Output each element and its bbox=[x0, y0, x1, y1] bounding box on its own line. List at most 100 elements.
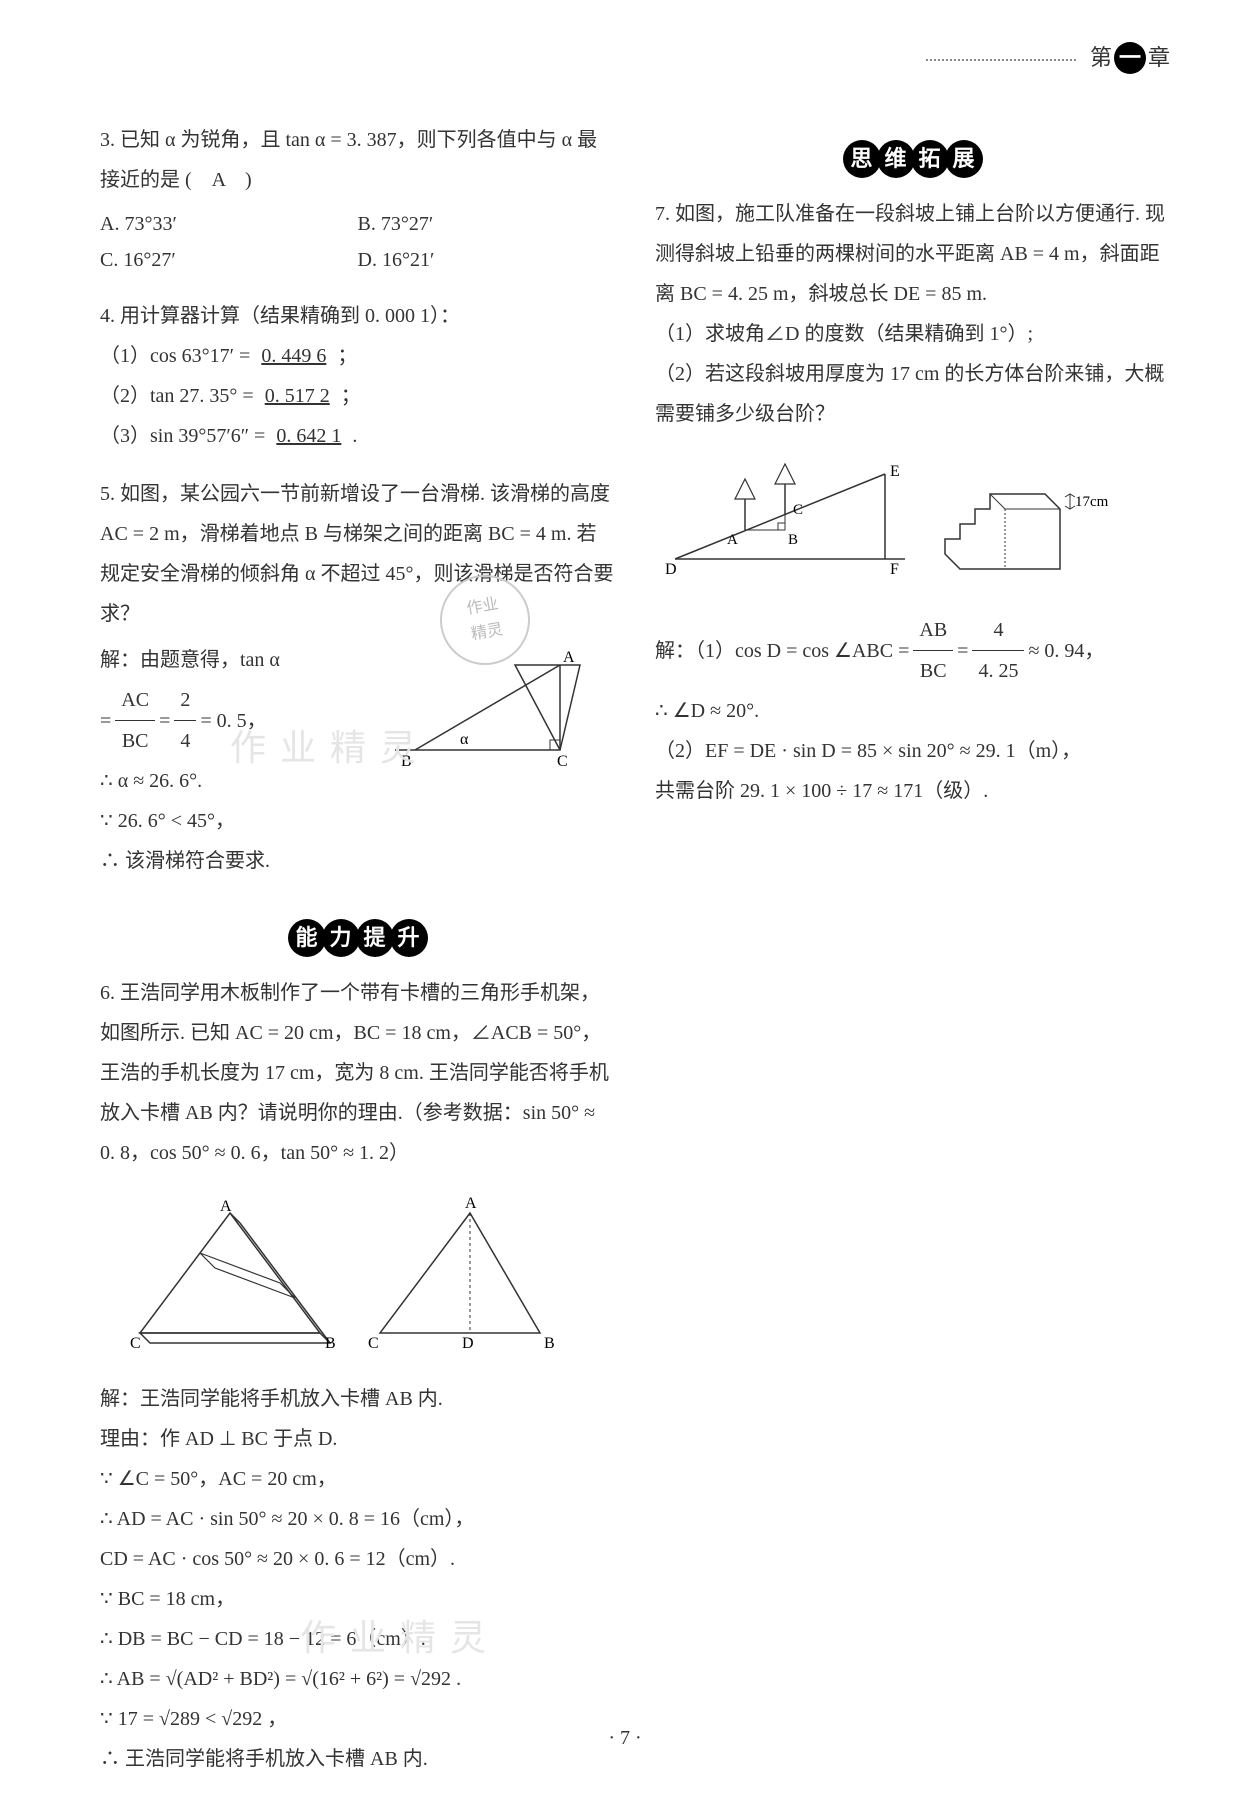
q3-opt-b: B. 73°27′ bbox=[358, 206, 616, 242]
q7-sol2-l1: （2）EF = DE · sin D = 85 × sin 20° ≈ 29. … bbox=[655, 731, 1170, 771]
q7-sol1c: ≈ 0. 94， bbox=[1028, 631, 1104, 671]
q7-label-a: A bbox=[727, 532, 738, 548]
q5-sol-2b: = bbox=[159, 701, 170, 741]
q6-sol-6: ∴ DB = BC − CD = 18 − 12 = 6（cm）. bbox=[100, 1619, 615, 1659]
section-expand: 思 维 拓 展 bbox=[655, 120, 1170, 194]
q4-3-ans: 0. 642 1 bbox=[270, 425, 347, 447]
page-number: · 7 · bbox=[608, 1727, 641, 1749]
q7-sol1-l2: ∴ ∠D ≈ 20°. bbox=[655, 691, 1170, 731]
q6-label-c: C bbox=[368, 1335, 379, 1352]
q5-label-c: C bbox=[557, 753, 568, 770]
left-column: 3. 已知 α 为锐角，且 tan α = 3. 387，则下列各值中与 α 最… bbox=[100, 120, 615, 1797]
q6-sol-4: CD = AC · cos 50° ≈ 20 × 0. 6 = 12（cm）. bbox=[100, 1539, 615, 1579]
section-ability: 能 力 提 升 bbox=[100, 899, 615, 973]
chapter-num-circle: 一 bbox=[1114, 42, 1146, 74]
q4-1-lhs: （1）cos 63°17′ = bbox=[100, 345, 250, 367]
q6-sol-1: 理由：作 AD ⊥ BC 于点 D. bbox=[100, 1419, 615, 1459]
svg-text:C: C bbox=[130, 1335, 141, 1352]
q3-opt-c: C. 16°27′ bbox=[100, 242, 358, 278]
q4-text: 用计算器计算（结果精确到 0. 000 1）： bbox=[120, 305, 460, 327]
q6-7c: = bbox=[285, 1668, 301, 1690]
badge2-c4: 展 bbox=[945, 140, 983, 178]
q5-sol-5: ∴ 该滑梯符合要求. bbox=[100, 841, 615, 881]
q7-part2: （2）若这段斜坡用厚度为 17 cm 的长方体台阶来铺，大概需要铺多少级台阶？ bbox=[655, 354, 1170, 434]
badge-c4: 升 bbox=[390, 919, 428, 957]
q4-num: 4. bbox=[100, 305, 115, 327]
q5-num: 5. bbox=[100, 483, 115, 505]
q7-label-e: E bbox=[890, 463, 900, 480]
question-6: 6. 王浩同学用木板制作了一个带有卡槽的三角形手机架，如图所示. 已知 AC =… bbox=[100, 973, 615, 1779]
q7-label-d: D bbox=[665, 561, 677, 578]
header-dots bbox=[926, 59, 1076, 61]
q6-label-d: D bbox=[462, 1335, 474, 1352]
q6-7b: √(AD² + BD²) bbox=[166, 1668, 280, 1690]
question-3: 3. 已知 α 为锐角，且 tan α = 3. 387，则下列各值中与 α 最… bbox=[100, 120, 615, 278]
q7-text: 如图，施工队准备在一段斜坡上铺上台阶以方便通行. 现测得斜坡上铅垂的两棵树间的水… bbox=[655, 203, 1165, 305]
q6-sol-2: ∵ ∠C = 50°，AC = 20 cm， bbox=[100, 1459, 615, 1499]
badge2-c2: 维 bbox=[877, 140, 915, 178]
q5-label-b: B bbox=[401, 753, 412, 770]
chapter-label: 第 一 章 bbox=[1090, 40, 1170, 75]
q7-17cm: 17cm bbox=[1075, 494, 1109, 510]
q6-sol-5: ∵ BC = 18 cm， bbox=[100, 1579, 615, 1619]
q7-label-c: C bbox=[793, 502, 803, 518]
q5-sol-4: ∵ 26. 6° < 45°， bbox=[100, 801, 615, 841]
q3-text: 已知 α 为锐角，且 tan α = 3. 387，则下列各值中与 α 最接近的… bbox=[100, 129, 597, 191]
chapter-prefix: 第 bbox=[1090, 40, 1112, 75]
q6-text: 王浩同学用木板制作了一个带有卡槽的三角形手机架，如图所示. 已知 AC = 20… bbox=[100, 982, 609, 1164]
q6-sol-3: ∴ AD = AC · sin 50° ≈ 20 × 0. 8 = 16（cm）… bbox=[100, 1499, 615, 1539]
q4-2-ans: 0. 517 2 bbox=[259, 385, 336, 407]
q7-part1: （1）求坡角∠D 的度数（结果精确到 1°）; bbox=[655, 314, 1170, 354]
q7-sol2-l2: 共需台阶 29. 1 × 100 ÷ 17 ≈ 171（级）. bbox=[655, 771, 1170, 811]
q7-sol1a: 解：（1）cos D = cos ∠ABC = bbox=[655, 631, 909, 671]
question-7: 7. 如图，施工队准备在一段斜坡上铺上台阶以方便通行. 现测得斜坡上铅垂的两棵树… bbox=[655, 194, 1170, 811]
q6-label-a: A bbox=[465, 1195, 477, 1212]
q4-2-lhs: （2）tan 27. 35° = bbox=[100, 385, 254, 407]
q5-diagram: A B C α bbox=[385, 650, 615, 770]
q4-1-end: ； bbox=[337, 345, 357, 367]
q5-text: 如图，某公园六一节前新增设了一台滑梯. 该滑梯的高度 AC = 2 m，滑梯着地… bbox=[100, 483, 613, 625]
q3-opt-a: A. 73°33′ bbox=[100, 206, 358, 242]
q6-7f: √292 bbox=[410, 1668, 451, 1690]
q5-label-a: A bbox=[563, 650, 575, 666]
q6-7g: . bbox=[456, 1668, 461, 1690]
page-header: 第 一 章 bbox=[926, 40, 1170, 75]
badge-c2: 力 bbox=[322, 919, 360, 957]
page-footer: · 7 · bbox=[0, 1722, 1250, 1754]
q3-num: 3. bbox=[100, 129, 115, 151]
q7-frac2: 4 4. 25 bbox=[972, 610, 1024, 691]
q6-num: 6. bbox=[100, 982, 115, 1004]
q5-sol-2c: = 0. 5， bbox=[200, 701, 266, 741]
chapter-suffix: 章 bbox=[1148, 40, 1170, 75]
q5-frac1: AC BC bbox=[115, 680, 155, 761]
q6-7a: ∴ AB = bbox=[100, 1668, 161, 1690]
q6-sol-intro: 解：王浩同学能将手机放入卡槽 AB 内. bbox=[100, 1379, 615, 1419]
right-column: 思 维 拓 展 7. 如图，施工队准备在一段斜坡上铺上台阶以方便通行. 现测得斜… bbox=[655, 120, 1170, 1797]
q6-7e: = bbox=[394, 1668, 410, 1690]
q3-opt-d: D. 16°21′ bbox=[358, 242, 616, 278]
q7-label-f: F bbox=[890, 561, 899, 578]
content: 3. 已知 α 为锐角，且 tan α = 3. 387，则下列各值中与 α 最… bbox=[0, 0, 1250, 1797]
badge-c1: 能 bbox=[288, 919, 326, 957]
q4-1-ans: 0. 449 6 bbox=[255, 345, 332, 367]
q5-frac2: 2 4 bbox=[174, 680, 196, 761]
svg-text:A: A bbox=[220, 1198, 232, 1215]
q4-3-end: . bbox=[352, 425, 357, 447]
q7-label-b: B bbox=[788, 532, 798, 548]
q6-7d: √(16² + 6²) bbox=[301, 1668, 389, 1690]
q6-label-b: B bbox=[544, 1335, 555, 1352]
svg-text:B: B bbox=[325, 1335, 336, 1352]
q7-sol1b: = bbox=[957, 631, 968, 671]
q4-3-lhs: （3）sin 39°57′6″ = bbox=[100, 425, 265, 447]
q6-diagram: A C B A C B D bbox=[100, 1183, 560, 1353]
question-5: 5. 如图，某公园六一节前新增设了一台滑梯. 该滑梯的高度 AC = 2 m，滑… bbox=[100, 474, 615, 881]
q4-2-end: ； bbox=[341, 385, 361, 407]
badge-c3: 提 bbox=[356, 919, 394, 957]
q7-num: 7. bbox=[655, 203, 670, 225]
q5-label-alpha: α bbox=[460, 731, 469, 748]
q5-sol-2a: = bbox=[100, 701, 111, 741]
question-4: 4. 用计算器计算（结果精确到 0. 000 1）： （1）cos 63°17′… bbox=[100, 296, 615, 456]
q7-diagram: A B C D E F 17cm bbox=[655, 444, 1115, 584]
badge2-c3: 拓 bbox=[911, 140, 949, 178]
q7-frac1: AB BC bbox=[913, 610, 953, 691]
